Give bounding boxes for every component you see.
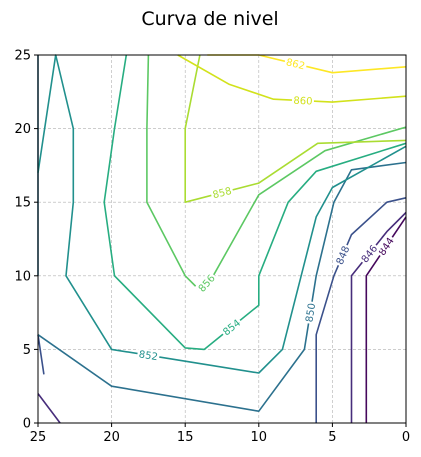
contour-label-bg-852 bbox=[136, 347, 161, 363]
contour-label-852: 852 bbox=[138, 349, 159, 363]
y-tick-label-2: 10 bbox=[14, 269, 31, 284]
contour-label-bg-850 bbox=[302, 300, 318, 325]
contour-label-848: 848 bbox=[335, 245, 353, 267]
contour-label-850: 850 bbox=[304, 302, 318, 323]
y-axis-ticks: 0 5 10 15 20 25 bbox=[14, 49, 38, 432]
x-tick-label-2: 15 bbox=[177, 430, 194, 445]
x-axis-ticks: 25 20 15 10 5 0 bbox=[30, 423, 410, 445]
contour-label-bg-848 bbox=[332, 242, 353, 268]
contour-line-846-1 bbox=[37, 393, 61, 424]
contour-line-848 bbox=[315, 197, 407, 423]
plot-frame bbox=[37, 54, 407, 424]
x-tick-label-3: 10 bbox=[251, 430, 268, 445]
contour-label-bg-860 bbox=[291, 94, 315, 108]
y-tick-label-0: 0 bbox=[23, 417, 31, 432]
contour-label-bg-856 bbox=[194, 270, 219, 296]
contour-label-bg-854 bbox=[219, 315, 244, 339]
y-tick-label-4: 20 bbox=[14, 122, 31, 137]
contour-label-bg-846 bbox=[357, 241, 381, 267]
contour-lines bbox=[37, 54, 407, 424]
y-tick-label-5: 25 bbox=[14, 49, 31, 64]
contour-label-858: 858 bbox=[212, 186, 233, 201]
x-tick-label-4: 5 bbox=[328, 430, 336, 445]
contour-label-bg-844 bbox=[374, 233, 398, 259]
contour-line-860 bbox=[177, 54, 407, 103]
chart-title: Curva de nivel bbox=[141, 8, 278, 30]
contour-line-844 bbox=[365, 216, 407, 423]
contour-line-846 bbox=[350, 211, 407, 423]
x-tick-label-1: 20 bbox=[103, 430, 120, 445]
y-tick-label-3: 15 bbox=[14, 196, 31, 211]
x-tick-label-0: 25 bbox=[30, 430, 47, 445]
contour-line-848-1 bbox=[37, 334, 45, 375]
x-tick-label-5: 0 bbox=[402, 430, 410, 445]
contour-label-bg-858 bbox=[209, 184, 235, 202]
y-tick-label-1: 5 bbox=[23, 343, 31, 358]
contour-line-854 bbox=[103, 54, 407, 351]
contour-label-860: 860 bbox=[293, 96, 313, 108]
contour-label-862: 862 bbox=[285, 57, 306, 72]
contour-label-bg-862 bbox=[283, 55, 308, 73]
